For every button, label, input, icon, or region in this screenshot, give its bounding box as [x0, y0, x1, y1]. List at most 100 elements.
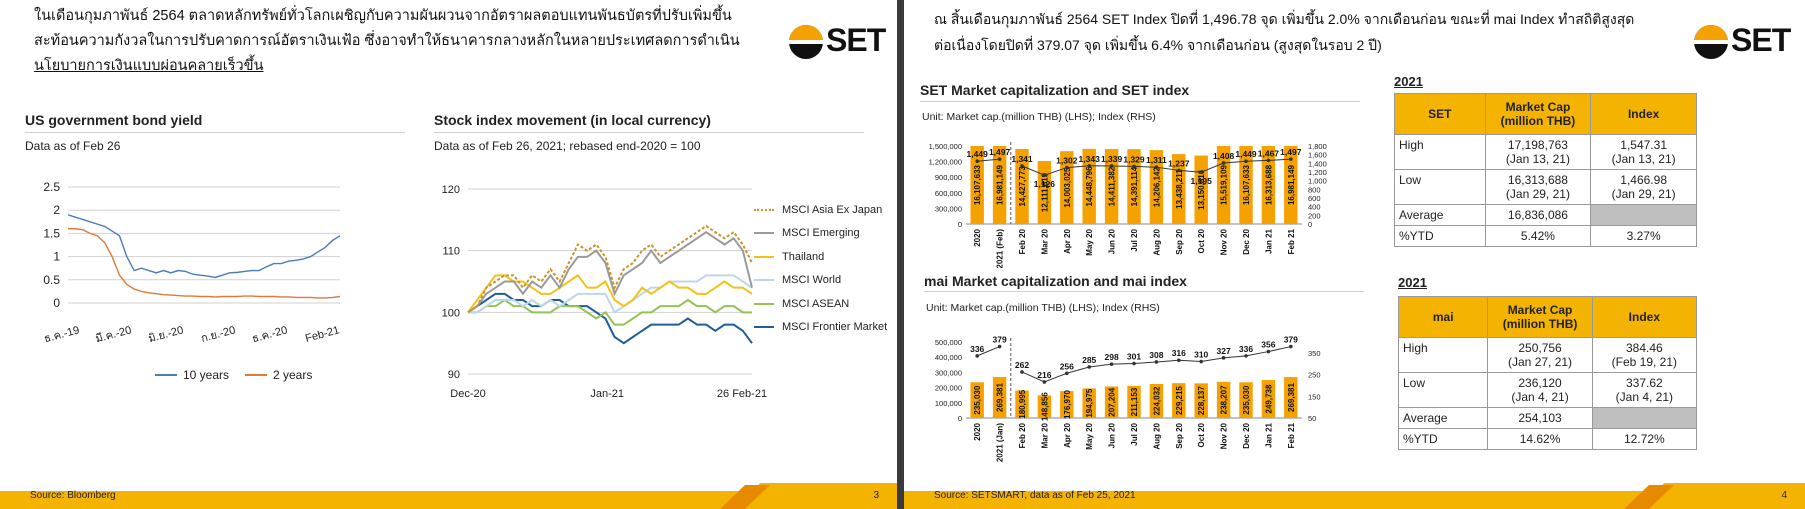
index-point [1199, 359, 1203, 364]
category-label: 2021 (Feb) [996, 229, 1005, 268]
table-row: High 17,198,763 (Jan 13, 21) 1,547.31 (Jan… [1394, 134, 1697, 170]
y-left-tick: 1,200,000 [929, 158, 962, 167]
index-value-label: 298 [1105, 352, 1119, 362]
category-label: Oct 20 [1197, 422, 1206, 447]
table-cell: 14.62% [1487, 428, 1593, 450]
index-point [1221, 161, 1226, 165]
market-cap-bar [1149, 150, 1164, 224]
divider [924, 291, 1364, 292]
y-right-tick: 1,000 [1308, 177, 1327, 186]
slide-header: ในเดือนกุมภาพันธ์ 2564 ตลาดหลักทรัพย์ทั่… [34, 4, 740, 79]
y-right-tick: 1,800 [1308, 142, 1327, 151]
index-value-label: 308 [1149, 350, 1163, 360]
index-value-label: 1,408 [1213, 151, 1235, 161]
market-cap-bar [1015, 390, 1029, 418]
index-value-label: 336 [1239, 344, 1253, 354]
mai-summary-table: mai Market Cap (million THB) Index High 250,… [1397, 296, 1698, 450]
bar-value-label: 194,975 [1085, 388, 1094, 417]
market-cap-bar [970, 382, 984, 418]
legend-swatch [754, 208, 774, 211]
table-cell: 236,120 (Jan 4, 21) [1487, 372, 1593, 408]
market-cap-bar [1082, 148, 1096, 224]
legend-swatch [754, 232, 774, 235]
table-header-cell: SET [1394, 93, 1486, 135]
index-point [1020, 164, 1024, 168]
table-row: High 250,756 (Jan 27, 21) 384.46 (Feb 19, … [1397, 337, 1698, 373]
category-label: Nov 20 [1220, 422, 1229, 449]
table-cell: 16,313,688 (Jan 29, 21) [1484, 169, 1592, 205]
table-cell: %YTD [1397, 428, 1489, 450]
bar-value-label: 16,981,149 [1287, 164, 1296, 205]
table-cell: 17,198,763 (Jan 13, 21) [1484, 134, 1592, 170]
index-point [975, 354, 979, 358]
table-cell: 12.72% [1591, 428, 1698, 450]
header-line: นโยบายการเงินแบบผ่อนคลายเร็วขึ้น [34, 58, 264, 74]
index-value-label: 256 [1060, 361, 1074, 371]
footer-band [0, 483, 897, 509]
bar-value-label: 16,981,149 [996, 164, 1005, 205]
table-header-cell: Index [1590, 93, 1697, 135]
bar-value-label: 14,206,142 [1152, 166, 1161, 207]
index-point [1244, 354, 1248, 358]
category-label: Mar 20 [1040, 422, 1049, 448]
table-cell: 337.62 (Jan 4, 21) [1591, 372, 1698, 408]
index-point [997, 344, 1002, 349]
y-tick-label: 1 [53, 250, 60, 264]
market-cap-bar [1060, 151, 1074, 224]
bar-value-label: 235,030 [973, 385, 982, 414]
legend-swatch [754, 279, 774, 282]
index-line [977, 158, 1000, 162]
market-cap-bar [1127, 149, 1141, 224]
bar-value-label: 12,111,619 [1040, 172, 1049, 212]
page-number: 3 [873, 490, 879, 501]
bar-value-label: 207,204 [1108, 387, 1117, 416]
index-point [1132, 164, 1136, 169]
y-tick-label: 2 [53, 203, 60, 217]
market-cap-bar [1239, 146, 1253, 224]
index-point [1109, 164, 1114, 168]
market-cap-bar [1060, 391, 1074, 418]
bar-value-label: 15,519,109 [1220, 164, 1229, 205]
index-point [1132, 361, 1136, 366]
index-point [1042, 380, 1047, 384]
index-point [1042, 173, 1047, 178]
y-left-tick: 300,000 [935, 368, 962, 377]
bar-value-label: 235,030 [1242, 385, 1251, 414]
category-label: Aug 20 [1152, 228, 1161, 255]
market-cap-bar [1239, 382, 1253, 418]
market-cap-bar [1194, 155, 1208, 224]
legend-swatch [754, 326, 774, 329]
footer: Source: Bloomberg 3 [0, 481, 897, 509]
index-value-label: 1,302 [1056, 156, 1078, 166]
index-point [1244, 159, 1248, 164]
legend-label: MSCI Frontier Market [782, 321, 888, 334]
category-label: Jun 20 [1108, 228, 1117, 254]
table-cell: 384.46 (Feb 19, 21) [1591, 337, 1698, 373]
table-cell: 254,103 [1487, 407, 1593, 429]
market-cap-bar [1261, 380, 1276, 418]
market-cap-bar [1104, 386, 1119, 418]
y-left-tick: 100,000 [935, 399, 962, 408]
y-left-tick: 400,000 [935, 353, 962, 362]
table-cell: 1,466.98 (Jan 29, 21) [1590, 169, 1697, 205]
set-logo: SET [1691, 22, 1791, 62]
table-cell: Low [1397, 372, 1489, 408]
bar-value-label: 269,381 [1287, 383, 1296, 412]
y-right-tick: 1,400 [1308, 159, 1327, 168]
bar-value-label: 249,738 [1264, 384, 1273, 413]
market-cap-bar [1104, 149, 1119, 224]
series-line [468, 274, 753, 314]
page-number: 4 [1781, 490, 1787, 501]
legend-label: Thailand [782, 250, 825, 263]
market-cap-bar [970, 146, 984, 224]
stock-index-chart: 90 100 110 120 Dec-20 Jan-21 26 Feb-21 [442, 184, 767, 400]
x-tick-label: ก.ย.-20 [200, 324, 237, 345]
slide-header: ณ สิ้นเดือนกุมภาพันธ์ 2564 SET Index ปิด… [934, 6, 1634, 58]
table-row: Low 236,120 (Jan 4, 21) 337.62 (Jan 4, 21) [1397, 372, 1698, 408]
market-cap-bar [1172, 154, 1186, 224]
market-cap-bar [1216, 146, 1231, 224]
footer-band [904, 483, 1805, 509]
bar-value-label: 14,411,382 [1108, 166, 1117, 206]
index-point [1199, 170, 1203, 175]
index-point [1065, 371, 1069, 376]
